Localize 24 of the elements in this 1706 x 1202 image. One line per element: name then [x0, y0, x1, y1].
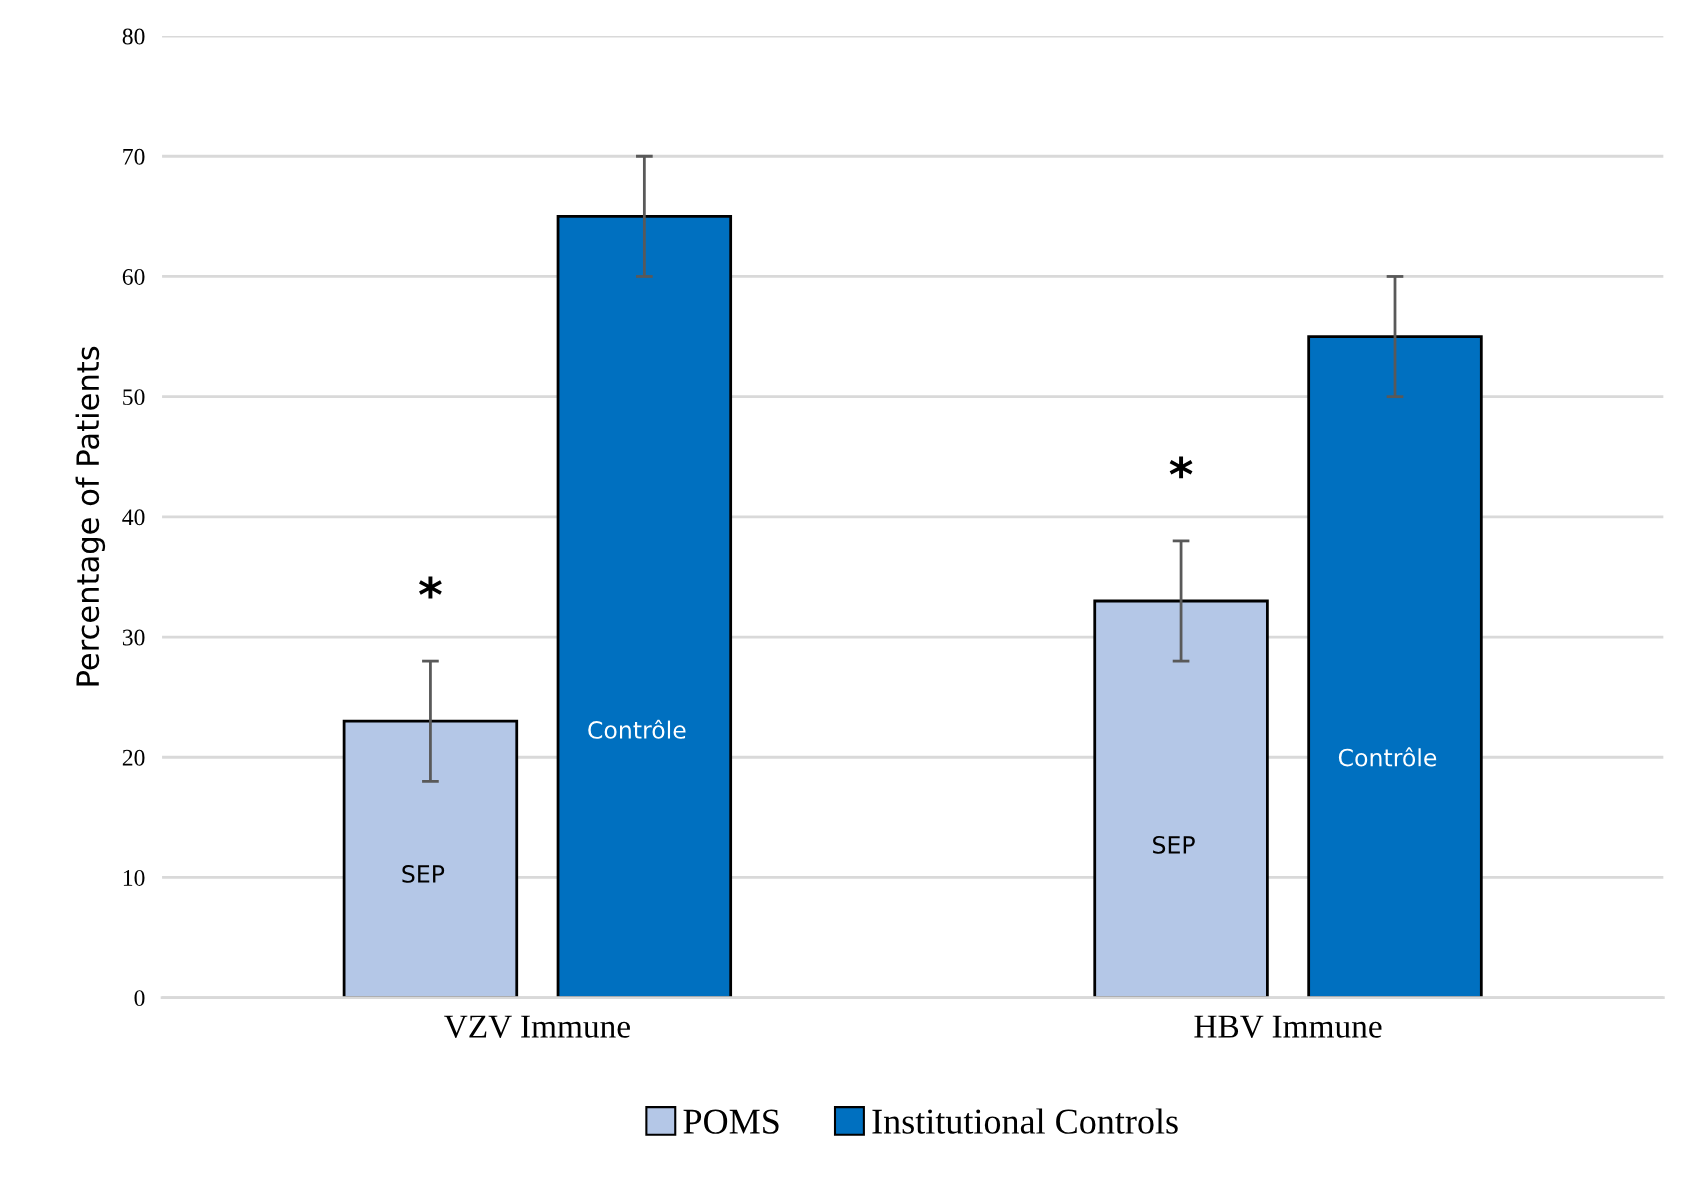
y-tick-label: 50: [123, 389, 145, 406]
y-tick-label: 20: [122, 749, 145, 766]
x-tick-label: VZV Immune: [444, 1015, 630, 1038]
bar: [556, 214, 733, 998]
annotation: SEP: [402, 865, 445, 883]
y-tick-label: 30: [122, 629, 145, 646]
y-tick-label: 60: [122, 268, 145, 285]
y-tick-label: 80: [122, 28, 145, 45]
annotation: *: [419, 576, 442, 599]
bar: [342, 719, 519, 998]
bar: [1093, 599, 1269, 998]
bar: [1307, 335, 1483, 998]
legend-label: Institutional Controls: [872, 1108, 1178, 1134]
annotation: Contrôle: [1338, 747, 1437, 767]
annotation: SEP: [1153, 835, 1195, 854]
y-tick-label: 70: [123, 148, 145, 165]
annotation: *: [1169, 456, 1193, 479]
annotation: Contrôle: [588, 719, 686, 739]
y-tick-label: 0: [134, 990, 145, 1007]
x-tick-label: HBV Immune: [1194, 1015, 1382, 1038]
y-tick-label: 40: [122, 509, 145, 526]
y-axis-title: Percentage of Patients: [75, 346, 106, 686]
y-tick-label: 10: [123, 869, 145, 886]
legend-label: POMS: [683, 1109, 779, 1134]
